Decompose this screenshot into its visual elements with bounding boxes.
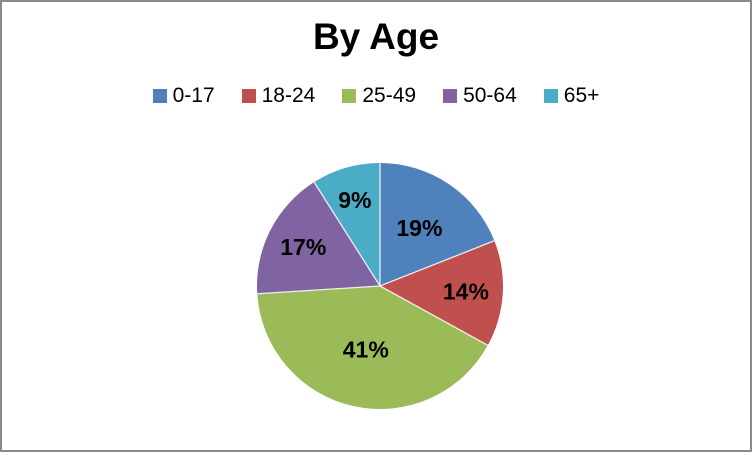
legend-swatch-icon: [543, 88, 558, 103]
slice-separator: [313, 181, 381, 287]
legend-item-18-24: 18-24: [241, 84, 316, 107]
slice-label-25-49: 41%: [343, 337, 389, 363]
legend-item-0-17: 0-17: [152, 84, 215, 107]
legend-label: 18-24: [261, 84, 316, 107]
legend-item-50-64: 50-64: [443, 85, 517, 106]
legend-swatch-icon: [241, 88, 256, 103]
pie-slice-65+: [314, 163, 380, 286]
slice-label-18-24: 14%: [443, 278, 489, 304]
pie-slice-0-17: [380, 163, 495, 286]
legend-label: 65+: [563, 84, 600, 107]
legend: 0-17 18-24 25-49 50-64 65+: [2, 85, 750, 106]
legend-swatch-icon: [152, 88, 167, 103]
pie-slice-50-64: [256, 182, 380, 294]
legend-label: 0-17: [172, 84, 215, 107]
legend-item-65+: 65+: [543, 84, 600, 107]
pie-slice-25-49: [257, 286, 488, 410]
slice-separator: [379, 285, 489, 346]
pie-slice-18-24: [380, 240, 504, 346]
chart-title: By Age: [312, 16, 440, 57]
legend-label: 25-49: [362, 84, 417, 107]
legend-swatch-icon: [342, 88, 357, 103]
slice-label-50-64: 17%: [280, 234, 326, 260]
legend-item-25-49: 25-49: [342, 85, 416, 106]
slice-label-0-17: 19%: [396, 215, 442, 241]
slice-separator: [379, 240, 495, 287]
legend-swatch-icon: [443, 88, 458, 103]
slice-separator: [257, 285, 381, 295]
slice-label-65+: 9%: [338, 187, 371, 213]
legend-label: 50-64: [463, 84, 517, 107]
